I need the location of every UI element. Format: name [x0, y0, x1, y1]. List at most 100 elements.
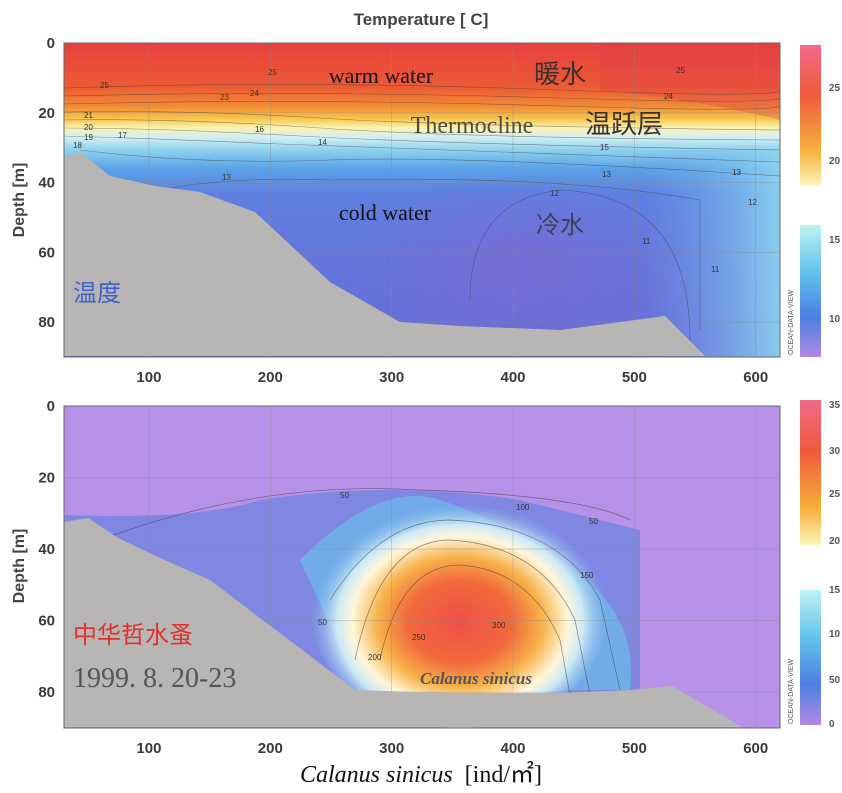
bottom-x-tick-label: 500	[622, 740, 647, 757]
top-y-tick-label: 60	[38, 244, 55, 261]
top-contour-labels: 25 25 24 23 25 24 21 20 19 17 18 16 14 1…	[73, 66, 757, 274]
bottom-seabed	[64, 518, 742, 727]
top-colorbar-tick: 25	[829, 83, 841, 94]
top-contour-label: 21	[84, 111, 93, 120]
bottom-y-tick-label: 40	[38, 541, 55, 558]
top-upper-right-warm	[600, 43, 780, 120]
top-contour-label: 25	[100, 81, 109, 90]
top-colorbar-cold	[800, 225, 821, 357]
bottom-contour-label: 250	[412, 633, 426, 642]
bottom-y-axis-label: Depth [m]	[11, 529, 28, 604]
top-contour-label: 12	[748, 198, 757, 207]
top-colorbar: 25 20 15 10 OCEAN-DATA-VIEW	[788, 45, 841, 357]
bottom-contour-label: 200	[368, 653, 382, 662]
top-contour-label: 15	[600, 143, 609, 152]
top-contour-label: 24	[664, 92, 673, 101]
thermocline-cn-label: 温跃层	[585, 110, 663, 139]
top-contour-label: 13	[222, 173, 231, 182]
bottom-colorbar-label: OCEAN-DATA-VIEW	[788, 659, 795, 724]
bottom-annotations: 中华哲水蚤 1999. 8. 20-23 Calanus sinicus	[73, 622, 532, 694]
temperature-cn-label: 温度	[73, 280, 121, 307]
bottom-x-tick-label: 200	[258, 740, 283, 757]
top-colorbar-tick: 10	[829, 314, 841, 325]
top-contour-label: 20	[84, 123, 93, 132]
cold-water-label: cold water	[339, 200, 432, 225]
top-colorbar-label: OCEAN-DATA-VIEW	[788, 290, 795, 355]
top-contour-label: 18	[73, 141, 82, 150]
bottom-x-tick-label: 400	[501, 740, 526, 757]
top-contour-label: 13	[602, 170, 611, 179]
bottom-colorbar-tick: 15	[829, 585, 841, 596]
warm-water-label: warm water	[329, 63, 434, 88]
top-y-tick-label: 40	[38, 175, 55, 192]
top-title: Temperature [ C]	[354, 10, 489, 29]
top-colorbar-warm	[800, 45, 821, 185]
top-contour-label: 11	[711, 265, 720, 274]
top-cold-core	[350, 175, 690, 355]
top-x-tick-label: 200	[258, 369, 283, 386]
bottom-y-tick-label: 20	[38, 470, 55, 487]
bottom-colorbar-tick: 10	[829, 629, 841, 640]
x-axis-species: Calanus sinicus	[300, 762, 453, 788]
top-x-tick-label: 500	[622, 369, 647, 386]
top-y-tick-label: 0	[47, 35, 55, 52]
top-annotations: warm water 暖水 Thermocline 温跃层 cold water…	[73, 60, 663, 307]
top-contour-label: 23	[220, 93, 229, 102]
top-y-tick-label: 20	[38, 105, 55, 122]
date-label: 1999. 8. 20-23	[73, 663, 236, 694]
bottom-y-tick-label: 80	[38, 684, 55, 701]
bottom-contour-labels: 50 100 50 150 250 200 300 50	[318, 491, 598, 662]
bottom-y-tick-label: 0	[47, 398, 55, 415]
bottom-colorbar-tick: 25	[829, 489, 841, 500]
bottom-x-tick-label: 600	[743, 740, 768, 757]
top-contour-label: 12	[550, 189, 559, 198]
top-y-ticks: 0 20 40 60 80	[38, 35, 55, 331]
thermocline-label: Thermocline	[411, 113, 534, 139]
top-contour-label: 24	[250, 89, 259, 98]
bottom-x-tick-label: 300	[379, 740, 404, 757]
top-contour-label: 16	[255, 125, 264, 134]
bottom-colorbar-tick: 0	[829, 719, 835, 730]
top-x-tick-label: 400	[501, 369, 526, 386]
bottom-colorbar-cold	[800, 590, 821, 725]
top-colorbar-tick: 20	[829, 156, 841, 167]
bottom-y-ticks: 0 20 40 60 80	[38, 398, 55, 701]
top-contour-label: 11	[642, 237, 651, 246]
top-contours	[64, 84, 780, 341]
bottom-colorbar-tick: 20	[829, 536, 841, 547]
bottom-colorbar-tick: 30	[829, 446, 841, 457]
bottom-contours	[99, 488, 631, 696]
top-y-tick-label: 80	[38, 314, 55, 331]
top-colorbar-tick: 15	[829, 235, 841, 246]
bottom-contour-label: 150	[580, 571, 594, 580]
species-label: Calanus sinicus	[420, 669, 532, 688]
bottom-colorbar-warm	[800, 400, 821, 545]
x-axis-unit: [ind/㎡]	[465, 761, 542, 788]
top-contour-label: 25	[676, 66, 685, 75]
bottom-contour-label: 50	[318, 618, 327, 627]
top-contour-label: 14	[318, 138, 327, 147]
warm-water-cn-label: 暖水	[534, 60, 586, 89]
top-contour-label: 25	[268, 68, 277, 77]
top-contour-label: 17	[118, 131, 127, 140]
bottom-colorbar: 35 30 25 20 15 10 50 0 OCEAN-DATA-VIEW	[788, 400, 841, 730]
top-x-tick-label: 600	[743, 369, 768, 386]
bottom-contour-label: 100	[516, 503, 530, 512]
bottom-x-ticks: 100 200 300 400 500 600	[136, 740, 768, 757]
bottom-x-tick-label: 100	[136, 740, 161, 757]
species-cn-label: 中华哲水蚤	[73, 622, 193, 649]
top-contour-label: 13	[732, 168, 741, 177]
bottom-y-tick-label: 60	[38, 613, 55, 630]
top-x-tick-label: 300	[379, 369, 404, 386]
bottom-core-abundance	[310, 492, 610, 728]
top-x-tick-label: 100	[136, 369, 161, 386]
bottom-contour-label: 300	[492, 621, 506, 630]
bottom-colorbar-tick: 50	[829, 675, 841, 686]
bottom-colorbar-tick: 35	[829, 400, 841, 411]
cold-water-cn-label: 冷水	[536, 212, 584, 239]
bottom-x-axis-label: Calanus sinicus [ind/㎡]	[300, 761, 542, 788]
top-y-axis-label: Depth [m]	[11, 163, 28, 238]
top-seabed	[64, 152, 705, 356]
top-contour-label: 19	[84, 133, 93, 142]
